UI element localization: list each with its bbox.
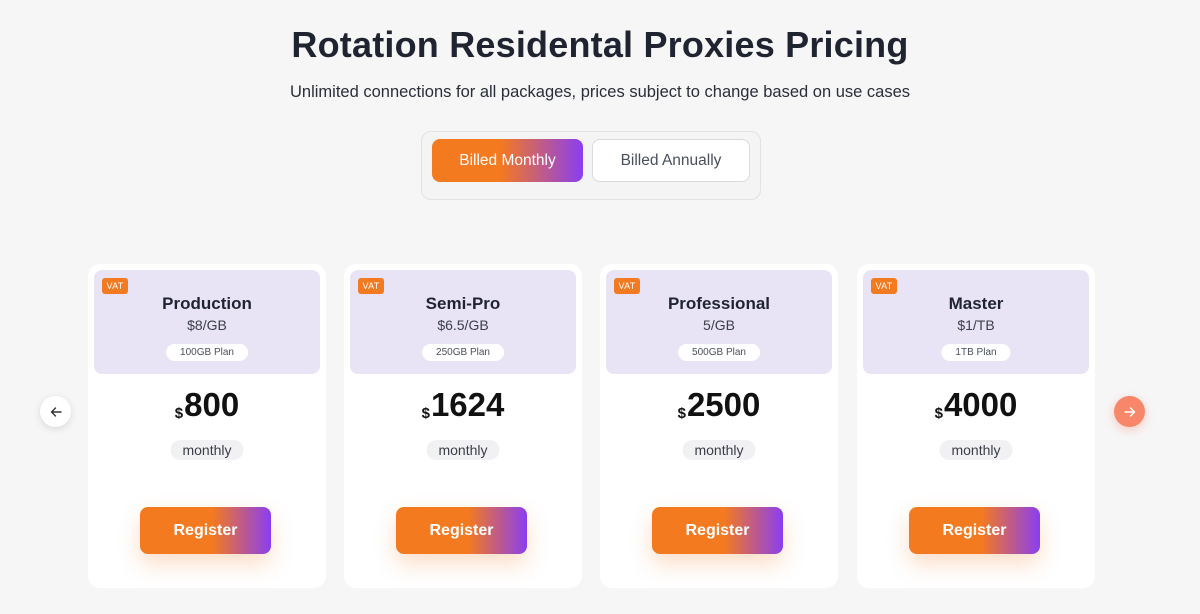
- price-amount: 4000: [943, 386, 1018, 423]
- plan-name: Production: [162, 294, 252, 313]
- register-button[interactable]: Register: [652, 507, 783, 554]
- billing-period-pill: monthly: [170, 440, 244, 460]
- plan-rate: $8/GB: [187, 317, 227, 333]
- plan-name: Master: [948, 294, 1004, 313]
- vat-badge: VAT: [614, 278, 640, 294]
- vat-badge: VAT: [358, 278, 384, 294]
- billing-period-pill: monthly: [939, 440, 1013, 460]
- plan-price: $4000: [857, 386, 1095, 424]
- plan-name: Semi-Pro: [425, 294, 501, 313]
- plan-price: $800: [88, 386, 326, 424]
- arrow-right-icon: [1123, 406, 1135, 417]
- currency-symbol: $: [174, 405, 184, 422]
- billing-toggle: Billed Monthly Billed Annually: [421, 131, 761, 200]
- register-button[interactable]: Register: [909, 507, 1040, 554]
- card-header: VAT Professional 5/GB 500GB Plan: [606, 270, 832, 374]
- billed-annually-button[interactable]: Billed Annually: [592, 139, 750, 182]
- page-title: Rotation Residental Proxies Pricing: [291, 24, 909, 65]
- plan-size-pill: 250GB Plan: [422, 344, 504, 361]
- pricing-card-semi-pro: VAT Semi-Pro $6.5/GB 250GB Plan $1624 mo…: [344, 264, 582, 588]
- register-button[interactable]: Register: [140, 507, 271, 554]
- price-amount: 1624: [430, 386, 505, 423]
- currency-symbol: $: [934, 405, 943, 422]
- plan-size-pill: 100GB Plan: [166, 344, 248, 361]
- pricing-card-production: VAT Production $8/GB 100GB Plan $800 mon…: [88, 264, 326, 588]
- vat-badge: VAT: [871, 278, 897, 294]
- plan-size-pill: 1TB Plan: [941, 344, 1011, 361]
- currency-symbol: $: [677, 405, 686, 422]
- billing-period-pill: monthly: [682, 440, 756, 460]
- plan-rate: $6.5/GB: [437, 317, 489, 333]
- pricing-card-master: VAT Master $1/TB 1TB Plan $4000 monthly …: [857, 264, 1095, 588]
- plan-name: Professional: [667, 294, 771, 313]
- plan-price: $1624: [344, 386, 582, 424]
- plan-price: $2500: [600, 386, 838, 424]
- billed-monthly-button[interactable]: Billed Monthly: [432, 139, 583, 182]
- price-amount: 2500: [686, 386, 761, 423]
- vat-badge: VAT: [102, 278, 128, 294]
- page-subtitle: Unlimited connections for all packages, …: [289, 83, 911, 101]
- card-header: VAT Production $8/GB 100GB Plan: [94, 270, 320, 374]
- billing-period-pill: monthly: [426, 440, 500, 460]
- carousel-next-button[interactable]: [1114, 396, 1145, 427]
- pricing-card-professional: VAT Professional 5/GB 500GB Plan $2500 m…: [600, 264, 838, 588]
- plan-rate: 5/GB: [703, 317, 735, 333]
- plan-rate: $1/TB: [957, 317, 995, 333]
- price-amount: 800: [184, 386, 240, 423]
- card-header: VAT Semi-Pro $6.5/GB 250GB Plan: [350, 270, 576, 374]
- register-button[interactable]: Register: [396, 507, 527, 554]
- currency-symbol: $: [421, 405, 430, 422]
- plan-size-pill: 500GB Plan: [678, 344, 760, 361]
- arrow-left-icon: [50, 406, 62, 417]
- carousel-prev-button[interactable]: [40, 396, 71, 427]
- card-header: VAT Master $1/TB 1TB Plan: [863, 270, 1089, 374]
